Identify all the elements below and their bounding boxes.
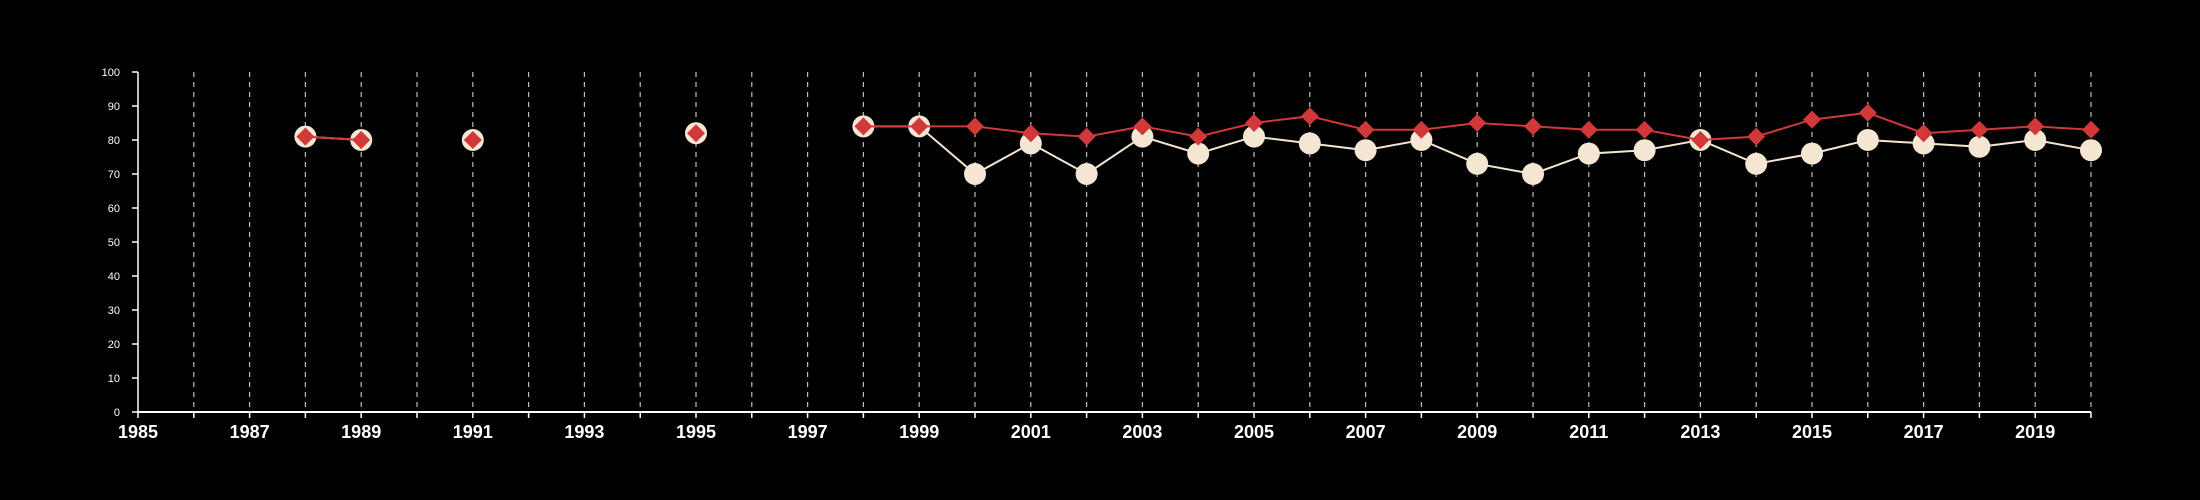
x-tick-label-2003: 2003 xyxy=(1122,422,1162,442)
point-diamond-2004 xyxy=(1189,127,1208,146)
point-circle-2009 xyxy=(1466,152,1489,175)
x-tick-label-2015: 2015 xyxy=(1792,422,1832,442)
point-circle-2018 xyxy=(1968,135,1991,158)
y-tick-label-30: 30 xyxy=(108,305,120,317)
point-diamond-2010 xyxy=(1524,117,1542,136)
y-tick-label-0: 0 xyxy=(114,407,120,419)
y-tick-label-40: 40 xyxy=(108,271,120,283)
x-tick-label-2011: 2011 xyxy=(1569,422,1608,442)
point-circle-2012 xyxy=(1633,139,1656,162)
point-diamond-1991 xyxy=(463,131,482,149)
point-circle-2007 xyxy=(1354,139,1377,162)
point-diamond-2003 xyxy=(1133,117,1152,136)
point-circle-2002 xyxy=(1075,163,1098,185)
point-diamond-1995 xyxy=(687,124,705,143)
point-diamond-2006 xyxy=(1300,107,1319,126)
point-diamond-2016 xyxy=(1858,103,1877,122)
point-diamond-1998 xyxy=(854,117,873,136)
series-diamond xyxy=(296,103,2100,149)
y-tick-label-20: 20 xyxy=(108,339,120,351)
y-tick-label-100: 100 xyxy=(102,67,120,79)
y-tick-label-60: 60 xyxy=(108,203,120,215)
point-circle-2000 xyxy=(964,163,986,185)
x-tick-label-2019: 2019 xyxy=(2015,422,2055,442)
x-tick-label-1995: 1995 xyxy=(676,422,716,442)
point-circle-2016 xyxy=(1856,129,1879,151)
x-tick-label-1989: 1989 xyxy=(341,422,381,442)
point-circle-2001 xyxy=(1019,132,1042,155)
point-diamond-2002 xyxy=(1077,127,1096,146)
point-circle-2017 xyxy=(1912,132,1935,155)
point-circle-2008 xyxy=(1410,129,1433,151)
point-circle-2006 xyxy=(1298,132,1321,155)
point-circle-2010 xyxy=(1522,163,1544,185)
y-tick-label-50: 50 xyxy=(108,237,120,249)
x-tick-label-2013: 2013 xyxy=(1680,422,1720,442)
y-tick-label-90: 90 xyxy=(108,101,120,113)
x-tick-label-1993: 1993 xyxy=(564,422,604,442)
axes xyxy=(132,71,2092,418)
point-diamond-2005 xyxy=(1245,114,1263,132)
x-tick-label-1999: 1999 xyxy=(899,422,939,442)
point-diamond-2012 xyxy=(1635,120,1654,139)
grid-lines xyxy=(193,72,2092,412)
point-circle-2011 xyxy=(1577,142,1600,165)
y-tick-label-10: 10 xyxy=(108,373,120,385)
x-tick-label-2009: 2009 xyxy=(1457,422,1497,442)
point-diamond-2015 xyxy=(1803,110,1821,129)
point-diamond-2019 xyxy=(2026,117,2045,136)
point-diamond-2009 xyxy=(1468,114,1487,132)
y-tick-label-80: 80 xyxy=(108,135,120,147)
point-diamond-2001 xyxy=(1021,124,1040,143)
point-circle-2004 xyxy=(1187,142,1210,165)
tick-labels: 1985 1987 1989 1991 1993 1995 1997 1999 2001 2003… xyxy=(102,67,2056,442)
x-tick-label-1985: 1985 xyxy=(118,422,158,442)
point-diamond-2011 xyxy=(1579,120,1598,139)
x-tick-label-2007: 2007 xyxy=(1346,422,1386,442)
point-circle-2014 xyxy=(1745,152,1768,175)
point-circle-2019 xyxy=(2024,129,2047,151)
point-diamond-2018 xyxy=(1970,120,1989,139)
point-diamond-2020 xyxy=(2082,120,2100,139)
series-line-diamond-0 xyxy=(305,135,362,141)
x-tick-label-2001: 2001 xyxy=(1011,422,1051,442)
point-diamond-1999 xyxy=(910,117,929,136)
point-diamond-2007 xyxy=(1356,120,1375,139)
x-tick-label-1987: 1987 xyxy=(230,422,270,442)
point-diamond-2017 xyxy=(1914,124,1933,143)
point-circle-2020 xyxy=(2080,139,2102,162)
y-tick-label-70: 70 xyxy=(108,169,120,181)
point-diamond-2000 xyxy=(966,117,984,136)
point-diamond-1989 xyxy=(352,131,371,149)
point-circle-2015 xyxy=(1801,142,1823,165)
x-tick-label-2005: 2005 xyxy=(1234,422,1274,442)
point-circle-2003 xyxy=(1131,125,1154,148)
point-diamond-1988 xyxy=(296,127,315,146)
x-tick-label-1997: 1997 xyxy=(788,422,828,442)
data-series xyxy=(294,103,2102,185)
x-tick-label-2017: 2017 xyxy=(1904,422,1944,442)
point-circle-2005 xyxy=(1243,125,1265,148)
point-diamond-2013 xyxy=(1691,131,1710,149)
x-tick-label-1991: 1991 xyxy=(453,422,493,442)
point-diamond-2008 xyxy=(1412,120,1431,139)
point-diamond-2014 xyxy=(1747,127,1766,146)
